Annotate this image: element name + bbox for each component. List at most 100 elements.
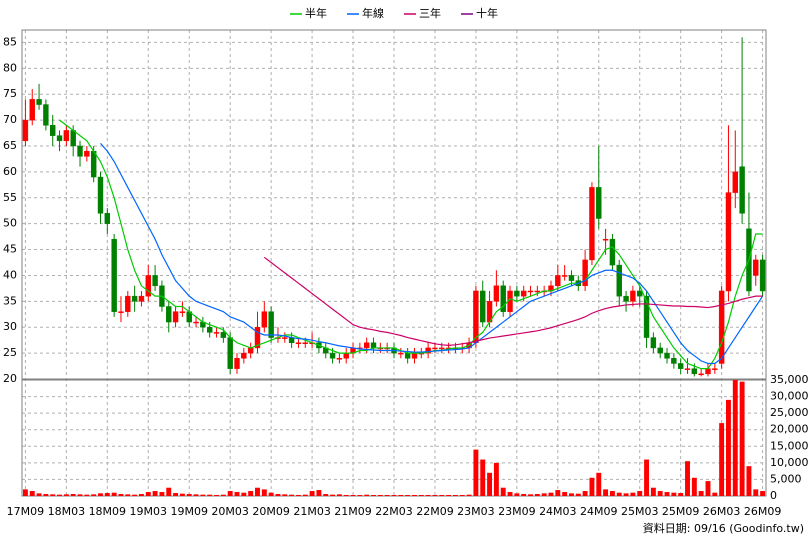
volume-bar bbox=[309, 491, 315, 496]
x-tick-label: 17M09 bbox=[7, 505, 45, 518]
volume-bar bbox=[275, 494, 281, 496]
volume-bar bbox=[43, 494, 49, 496]
ma-line bbox=[263, 256, 763, 346]
volume-bar bbox=[480, 459, 486, 496]
candle-body bbox=[425, 347, 431, 354]
x-tick-label: 18M09 bbox=[89, 505, 127, 518]
volume-bar bbox=[282, 494, 288, 496]
candle-body bbox=[637, 290, 643, 297]
volume-bar bbox=[732, 380, 738, 496]
volume-bar bbox=[616, 492, 622, 496]
volume-bar bbox=[405, 495, 411, 496]
candle-body bbox=[657, 347, 663, 354]
candle-body bbox=[643, 295, 650, 338]
candle-body bbox=[254, 326, 261, 349]
volume-bar bbox=[234, 492, 240, 496]
y2-tick-label: 35,000 bbox=[770, 373, 808, 386]
volume-bar bbox=[200, 494, 206, 496]
volume-bar bbox=[630, 492, 636, 496]
volume-bar bbox=[644, 459, 650, 496]
volume-bar bbox=[582, 491, 588, 496]
volume-bar bbox=[118, 494, 124, 496]
y2-tick-label: 10,000 bbox=[770, 456, 808, 469]
volume-bar bbox=[84, 494, 90, 496]
volume-bar bbox=[302, 494, 308, 496]
y-tick-label: 70 bbox=[3, 113, 17, 126]
candle-body bbox=[671, 358, 677, 364]
volume-bar bbox=[255, 487, 260, 496]
candle-body bbox=[534, 290, 541, 293]
volume-bar bbox=[186, 494, 192, 496]
volume-bar bbox=[104, 493, 110, 496]
volume-bar bbox=[29, 491, 35, 496]
volume-bar bbox=[623, 493, 629, 496]
x-tick-label: 19M03 bbox=[130, 505, 168, 518]
y-tick-label: 80 bbox=[3, 61, 17, 74]
candle-body bbox=[602, 238, 609, 241]
candle-body bbox=[609, 238, 616, 266]
volume-bar bbox=[330, 494, 336, 496]
candle-body bbox=[329, 352, 336, 359]
volume-bar bbox=[466, 494, 472, 496]
y2-tick-label: 5,000 bbox=[770, 472, 802, 485]
volume-bar bbox=[63, 494, 69, 496]
volume-bar bbox=[514, 493, 520, 496]
candle-body bbox=[138, 295, 145, 302]
candle-body bbox=[97, 176, 104, 214]
candle-body bbox=[411, 352, 418, 359]
volume-bar bbox=[507, 492, 513, 496]
candle-body bbox=[22, 119, 29, 142]
candle-body bbox=[43, 104, 49, 126]
candle-body bbox=[404, 352, 411, 359]
volume-bar bbox=[459, 495, 465, 496]
candle-body bbox=[664, 352, 670, 359]
candle-body bbox=[152, 275, 158, 287]
volume-bar bbox=[609, 491, 615, 496]
price-frame bbox=[21, 29, 767, 380]
volume-bar bbox=[336, 494, 342, 496]
volume-bar bbox=[575, 493, 581, 496]
volume-bar bbox=[214, 495, 219, 496]
y-tick-label: 75 bbox=[3, 87, 17, 100]
candle-body bbox=[718, 290, 725, 364]
volume-bar bbox=[295, 495, 301, 496]
volume-bar bbox=[323, 494, 329, 496]
volume-bar bbox=[528, 494, 533, 496]
candle-body bbox=[363, 342, 370, 349]
candle-body bbox=[118, 311, 124, 313]
volume-bar bbox=[664, 492, 670, 496]
candle-body bbox=[220, 332, 227, 338]
candle-body bbox=[295, 342, 302, 345]
volume-bar bbox=[541, 493, 547, 496]
candle-body bbox=[725, 192, 732, 292]
volume-bar bbox=[289, 494, 295, 496]
volume-bar bbox=[726, 399, 731, 496]
candle-body bbox=[616, 264, 622, 297]
volume-bar bbox=[432, 495, 438, 496]
x-tick-label: 24M09 bbox=[580, 505, 618, 518]
y-tick-label: 45 bbox=[3, 243, 17, 256]
volume-bar bbox=[207, 494, 213, 496]
legend-label: 年線 bbox=[362, 6, 384, 20]
volume-bar bbox=[350, 495, 356, 496]
volume-bar bbox=[439, 495, 445, 496]
volume-bar bbox=[425, 495, 431, 496]
volume-bar bbox=[650, 487, 656, 496]
volume-bar bbox=[377, 495, 383, 496]
volume-bar bbox=[364, 494, 370, 496]
volume-bar bbox=[166, 487, 172, 496]
y2-tick-label: 30,000 bbox=[770, 390, 808, 403]
volume-bar bbox=[446, 495, 452, 496]
candle-body bbox=[759, 259, 766, 292]
volume-bar bbox=[712, 492, 718, 496]
volume-bar bbox=[698, 491, 704, 496]
x-tick-label: 24M03 bbox=[539, 505, 577, 518]
legend-label: 三年 bbox=[419, 6, 441, 20]
candle-body bbox=[527, 290, 534, 293]
ma-line bbox=[100, 143, 764, 365]
x-tick-label: 25M09 bbox=[662, 505, 700, 518]
volume-bar bbox=[371, 495, 376, 496]
volume-bar bbox=[637, 491, 643, 496]
volume-bar bbox=[691, 477, 697, 496]
